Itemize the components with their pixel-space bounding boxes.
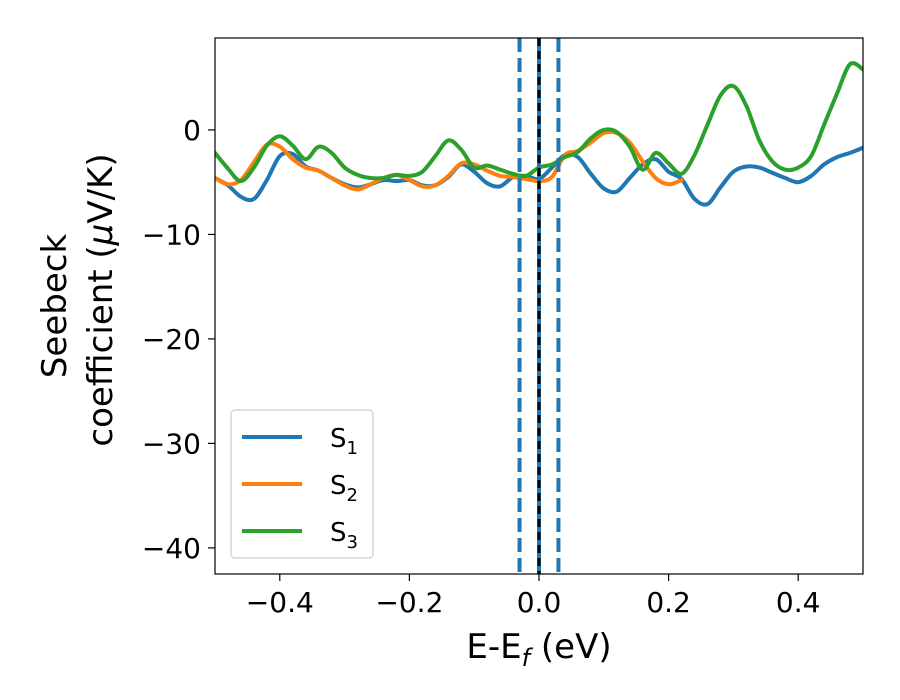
legend: S1 S2 S3 [230, 409, 374, 559]
y-tick-label: −40 [142, 532, 201, 565]
x-axis-ticks: −0.4 −0.2 0.0 0.2 0.4 [246, 574, 821, 619]
x-tick-label: 0.0 [517, 586, 562, 619]
series-line-s2 [215, 129, 684, 192]
x-tick-label: 0.4 [776, 586, 821, 619]
y-axis-ticks: 0 −10 −20 −30 −40 [142, 114, 215, 565]
y-axis-label-line1: Seebeck [35, 234, 75, 379]
legend-label-s3: S3 [330, 518, 358, 553]
x-tick-label: −0.4 [246, 586, 314, 619]
y-axis-label-line2: coefficient (μV/K) [81, 153, 121, 446]
reference-lines [517, 38, 561, 574]
legend-label-s1: S1 [330, 424, 358, 459]
x-tick-label: −0.2 [375, 586, 443, 619]
y-axis-label: Seebeck coefficient (μV/K) [35, 153, 121, 446]
y-tick-label: −20 [142, 323, 201, 356]
x-tick-label: 0.2 [646, 586, 691, 619]
legend-label-s2: S2 [330, 471, 358, 506]
y-tick-label: −30 [142, 427, 201, 460]
y-tick-label: 0 [183, 114, 201, 147]
y-tick-label: −10 [142, 218, 201, 251]
x-axis-label: E-Ef (eV) [466, 627, 611, 672]
